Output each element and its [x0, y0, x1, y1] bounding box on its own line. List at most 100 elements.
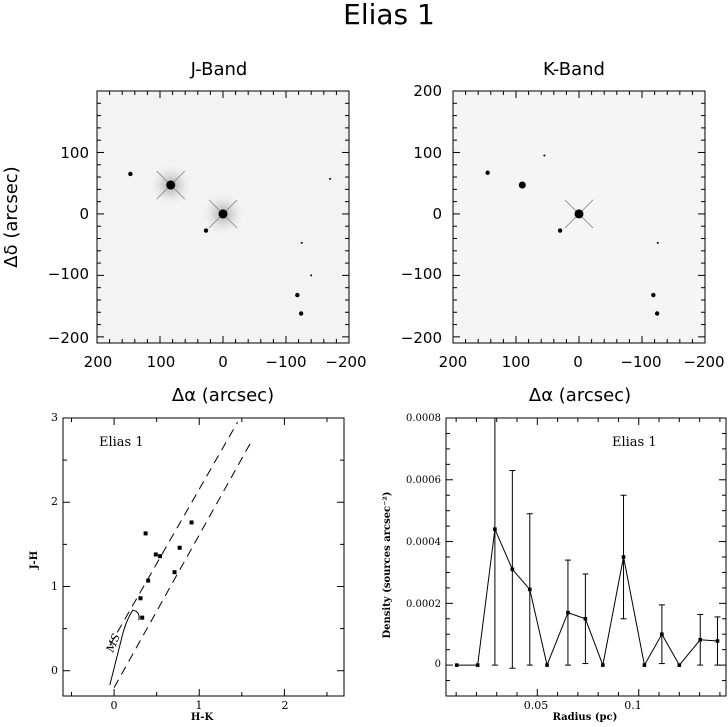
k-band-panel: K-Band 200 100 0 −100 −200 200 100 0 −10… [401, 59, 725, 406]
density-point [545, 663, 549, 667]
k-ytick-label: 0 [432, 205, 442, 223]
ccd-point [153, 552, 158, 557]
density-xticklabels: 0.05 0.1 [524, 699, 642, 712]
j-band-title: J-Band [190, 59, 248, 80]
j-band-stars [128, 163, 332, 316]
ccd-points [138, 520, 194, 620]
k-xtick-label: 200 [439, 353, 468, 371]
k-band-star [557, 228, 563, 233]
ccd-point [146, 578, 151, 583]
density-panel: Elias 1 0 0.0002 0.0004 0.0006 0.0008 0.… [382, 413, 727, 723]
j-band-star [300, 241, 303, 244]
j-band-star [166, 180, 176, 190]
j-ytick-label: −200 [48, 329, 89, 347]
j-band-star [203, 228, 209, 233]
j-xtick-label: −200 [325, 353, 366, 371]
j-band-star [218, 209, 228, 219]
ccd-xtick-label: 2 [282, 699, 289, 712]
ccd-point [172, 570, 177, 575]
density-line [456, 527, 718, 667]
density-point [677, 663, 682, 667]
j-band-star [298, 311, 304, 316]
density-point [583, 616, 588, 621]
k-xtick-label: 0 [573, 353, 583, 371]
ccd-ytick-label: 3 [51, 411, 58, 424]
ccd-ticks [63, 417, 344, 696]
ccd-xtick-label: 1 [196, 699, 203, 712]
k-band-stars [485, 154, 660, 316]
ccd-frame [62, 417, 345, 697]
density-point [510, 567, 515, 572]
k-band-ticks [452, 90, 706, 343]
k-band-star [651, 292, 656, 298]
density-point [493, 527, 497, 531]
j-ytick-label: 0 [79, 205, 89, 223]
k-ytick-label: −200 [401, 329, 442, 347]
ccd-ytick-label: 0 [51, 664, 58, 677]
ccd-xtick-label: 0 [111, 699, 118, 712]
k-band-star [543, 154, 546, 157]
j-band-xticklabels: 200 100 0 −100 −200 [84, 353, 367, 371]
density-point [527, 587, 532, 592]
figure-title: Elias 1 [343, 0, 435, 31]
ccd-point [189, 520, 194, 525]
j-xtick-label: −100 [265, 353, 306, 371]
ccd-point [158, 554, 163, 559]
density-point [475, 663, 480, 667]
j-ytick-label: 100 [60, 144, 89, 162]
ccd-yticklabels: 0 1 2 3 [51, 411, 58, 677]
j-band-star [128, 171, 133, 177]
ccd-panel: Elias 1 MS 0 1 2 3 0 1 2 H-K J-H [29, 411, 345, 723]
j-band-star [310, 274, 313, 277]
ccd-ylabel: J-H [29, 551, 40, 570]
density-point [454, 663, 459, 667]
ccd-xlabel: H-K [191, 712, 214, 723]
k-band-star [518, 181, 526, 189]
ms-label: MS [103, 631, 123, 655]
k-xtick-label: −200 [683, 353, 724, 371]
density-xlabel: Radius (pc) [553, 712, 618, 723]
density-xtick-label: 0.05 [524, 699, 549, 712]
k-xtick-label: −100 [620, 353, 661, 371]
density-ytick-label: 0.0002 [406, 599, 441, 610]
density-point [698, 637, 703, 642]
density-point [642, 663, 647, 667]
reddening-line [113, 443, 251, 688]
ccd-point [140, 615, 145, 620]
j-xtick-label: 100 [147, 353, 176, 371]
k-band-star [485, 170, 490, 175]
k-band-yticklabels: 200 100 0 −100 −200 [401, 82, 442, 347]
density-ytick-label: 0.0004 [406, 537, 441, 548]
j-band-xlabel: Δα (arcsec) [172, 385, 274, 406]
density-point [621, 555, 626, 559]
k-ytick-label: −100 [401, 265, 442, 283]
ccd-point [143, 531, 148, 536]
k-band-title: K-Band [543, 59, 605, 80]
ccd-xticklabels: 0 1 2 [111, 699, 289, 712]
j-ytick-label: −100 [48, 265, 89, 283]
ccd-ytick-label: 2 [51, 495, 58, 508]
k-band-star [654, 311, 660, 316]
k-xtick-label: 100 [502, 353, 531, 371]
density-ticks [446, 417, 726, 697]
density-annotation: Elias 1 [612, 435, 657, 450]
k-band-xlabel: Δα (arcsec) [529, 385, 631, 406]
density-ylabel: Density (sources arcsec⁻²) [382, 491, 393, 638]
j-band-ylabel: Δδ (arcsec) [1, 166, 22, 267]
ccd-reddening-lines [109, 421, 251, 688]
density-ytick-label: 0.0006 [406, 475, 441, 486]
ccd-ytick-label: 1 [51, 580, 58, 593]
density-yticklabels: 0 0.0002 0.0004 0.0006 0.0008 [406, 413, 441, 670]
j-band-ticks [96, 90, 350, 343]
k-ytick-label: 100 [413, 144, 442, 162]
k-band-star [574, 209, 584, 219]
j-xtick-label: 0 [218, 353, 228, 371]
density-ytick-label: 0 [435, 659, 441, 670]
density-xtick-label: 0.1 [624, 699, 642, 712]
j-band-star [329, 177, 332, 180]
density-point [601, 663, 605, 667]
main-sequence-curve [109, 609, 140, 686]
j-xtick-label: 200 [84, 353, 113, 371]
ccd-annotation: Elias 1 [99, 435, 144, 450]
density-point [566, 610, 570, 615]
